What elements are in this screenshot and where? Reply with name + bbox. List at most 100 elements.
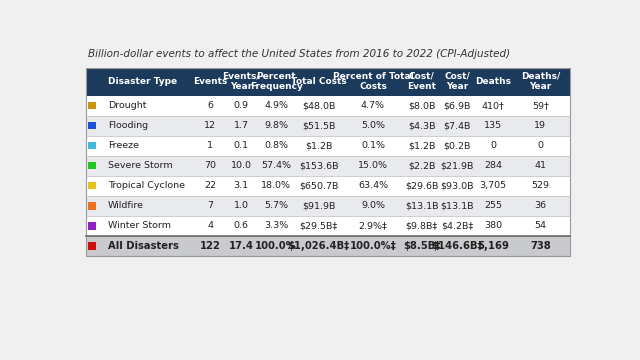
Text: Events: Events: [193, 77, 227, 86]
Text: Flooding: Flooding: [108, 121, 148, 130]
Text: 529: 529: [531, 181, 549, 190]
Text: $91.9B: $91.9B: [302, 201, 335, 210]
Text: Percent
Frequency: Percent Frequency: [250, 72, 303, 91]
Text: Severe Storm: Severe Storm: [108, 161, 173, 170]
Text: 255: 255: [484, 201, 502, 210]
Text: 59†: 59†: [532, 101, 548, 110]
Text: 0.8%: 0.8%: [264, 141, 288, 150]
Text: $93.0B: $93.0B: [441, 181, 474, 190]
Text: $153.6B: $153.6B: [299, 161, 339, 170]
Text: 36: 36: [534, 201, 547, 210]
Text: $0.2B: $0.2B: [444, 141, 471, 150]
Text: 122: 122: [200, 241, 221, 251]
Bar: [86, 95, 570, 116]
Text: $1,026.4B‡: $1,026.4B‡: [287, 241, 350, 251]
Text: 0.1%: 0.1%: [361, 141, 385, 150]
Text: 63.4%: 63.4%: [358, 181, 388, 190]
Text: $2.2B: $2.2B: [408, 161, 435, 170]
Text: 4.9%: 4.9%: [264, 101, 288, 110]
Text: Cost/
Event: Cost/ Event: [407, 72, 436, 91]
Text: 9.0%: 9.0%: [361, 201, 385, 210]
Bar: [86, 216, 570, 236]
Text: 135: 135: [484, 121, 502, 130]
Bar: [88, 242, 95, 249]
Text: 1.0: 1.0: [234, 201, 249, 210]
Text: $1.2B: $1.2B: [305, 141, 332, 150]
Text: Total Costs: Total Costs: [291, 77, 347, 86]
Text: 0.1: 0.1: [234, 141, 249, 150]
Text: $21.9B: $21.9B: [441, 161, 474, 170]
Text: 6: 6: [207, 101, 213, 110]
Text: 22: 22: [204, 181, 216, 190]
Bar: [88, 182, 95, 189]
Text: 7: 7: [207, 201, 213, 210]
Text: 10.0: 10.0: [230, 161, 252, 170]
Text: 5.0%: 5.0%: [361, 121, 385, 130]
Text: $48.0B: $48.0B: [302, 101, 335, 110]
Text: 57.4%: 57.4%: [261, 161, 291, 170]
Text: 1: 1: [207, 141, 213, 150]
Text: 0.6: 0.6: [234, 221, 249, 230]
Text: $4.3B: $4.3B: [408, 121, 436, 130]
Bar: [86, 156, 570, 176]
Text: $4.2B‡: $4.2B‡: [442, 221, 474, 230]
Bar: [86, 236, 570, 256]
Text: 100.0%: 100.0%: [255, 241, 297, 251]
Text: $7.4B: $7.4B: [444, 121, 471, 130]
Text: 0.9: 0.9: [234, 101, 249, 110]
Text: All Disasters: All Disasters: [108, 241, 179, 251]
Text: 9.8%: 9.8%: [264, 121, 288, 130]
Text: 2.9%‡: 2.9%‡: [358, 221, 387, 230]
Bar: [88, 102, 95, 109]
Text: 5,169: 5,169: [477, 241, 509, 251]
Text: 3.3%: 3.3%: [264, 221, 288, 230]
Text: 41: 41: [534, 161, 547, 170]
Text: $8.5B‡: $8.5B‡: [403, 241, 440, 251]
Text: $9.8B‡: $9.8B‡: [406, 221, 438, 230]
Text: Disaster Type: Disaster Type: [108, 77, 177, 86]
Text: Drought: Drought: [108, 101, 147, 110]
Text: $8.0B: $8.0B: [408, 101, 435, 110]
Text: 17.4: 17.4: [228, 241, 253, 251]
Text: 3,705: 3,705: [479, 181, 507, 190]
Text: $146.6B‡: $146.6B‡: [431, 241, 483, 251]
Text: Deaths: Deaths: [475, 77, 511, 86]
Text: 3.1: 3.1: [234, 181, 249, 190]
Text: Events/
Year: Events/ Year: [222, 72, 260, 91]
Text: Wildfire: Wildfire: [108, 201, 144, 210]
Text: 380: 380: [484, 221, 502, 230]
Text: Tropical Cyclone: Tropical Cyclone: [108, 181, 185, 190]
Bar: [86, 116, 570, 136]
Bar: [88, 142, 95, 149]
Bar: [88, 122, 95, 130]
Bar: [88, 202, 95, 210]
Bar: [86, 195, 570, 216]
Text: 19: 19: [534, 121, 547, 130]
Text: 12: 12: [204, 121, 216, 130]
Bar: [88, 162, 95, 170]
Text: 5.7%: 5.7%: [264, 201, 288, 210]
Text: 100.0%‡: 100.0%‡: [349, 241, 396, 251]
Text: 4: 4: [207, 221, 213, 230]
Text: Billion-dollar events to affect the United States from 2016 to 2022 (CPI-Adjuste: Billion-dollar events to affect the Unit…: [88, 49, 510, 59]
Bar: [86, 136, 570, 156]
Text: 0: 0: [538, 141, 543, 150]
Text: Freeze: Freeze: [108, 141, 139, 150]
Text: $29.5B‡: $29.5B‡: [300, 221, 338, 230]
Text: 18.0%: 18.0%: [261, 181, 291, 190]
Text: $29.6B: $29.6B: [405, 181, 438, 190]
Text: Winter Storm: Winter Storm: [108, 221, 171, 230]
Text: 15.0%: 15.0%: [358, 161, 388, 170]
Text: $6.9B: $6.9B: [444, 101, 471, 110]
Bar: [86, 68, 570, 256]
Text: 738: 738: [530, 241, 551, 251]
Text: Cost/
Year: Cost/ Year: [445, 72, 470, 91]
Bar: [86, 68, 570, 95]
Text: 70: 70: [204, 161, 216, 170]
Text: 0: 0: [490, 141, 496, 150]
Text: 4.7%: 4.7%: [361, 101, 385, 110]
Bar: [86, 176, 570, 195]
Text: 54: 54: [534, 221, 547, 230]
Text: 1.7: 1.7: [234, 121, 249, 130]
Text: $51.5B: $51.5B: [302, 121, 335, 130]
